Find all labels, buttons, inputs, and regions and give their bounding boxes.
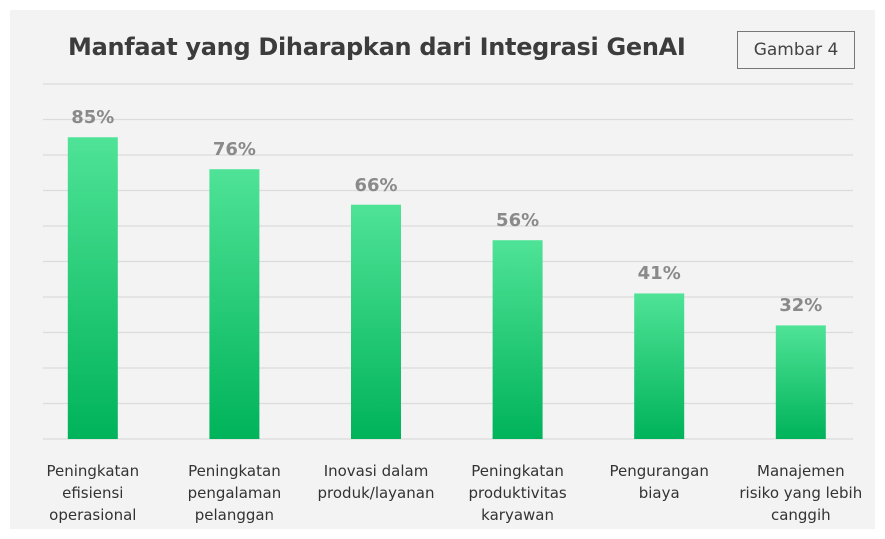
figure-badge: Gambar 4 <box>737 31 855 69</box>
value-label: 76% <box>212 139 256 161</box>
bar <box>634 293 685 439</box>
x-tick-label: Manajemen risiko yang lebih canggih <box>739 462 863 524</box>
bar <box>209 169 260 439</box>
chart-title: Manfaat yang Diharapkan dari Integrasi G… <box>68 33 686 61</box>
bar <box>67 137 118 439</box>
bar <box>492 240 543 439</box>
value-label: 56% <box>496 210 540 232</box>
value-label: 32% <box>779 295 823 317</box>
bar <box>775 325 826 439</box>
x-tick-label: Peningkatan efisiensi operasional <box>46 462 140 524</box>
value-label: 41% <box>637 263 681 285</box>
x-tick-label: Peningkatan produktivitas karyawan <box>468 462 567 524</box>
bar <box>351 204 401 439</box>
value-label: 85% <box>71 107 115 129</box>
x-tick-label: Inovasi dalam produk/layanan <box>317 462 435 502</box>
panel <box>10 10 875 529</box>
x-tick-label: Pengurangan biaya <box>609 462 709 502</box>
x-tick-label: Peningkatan pengalaman pelanggan <box>187 462 282 524</box>
value-label: 66% <box>354 174 398 196</box>
